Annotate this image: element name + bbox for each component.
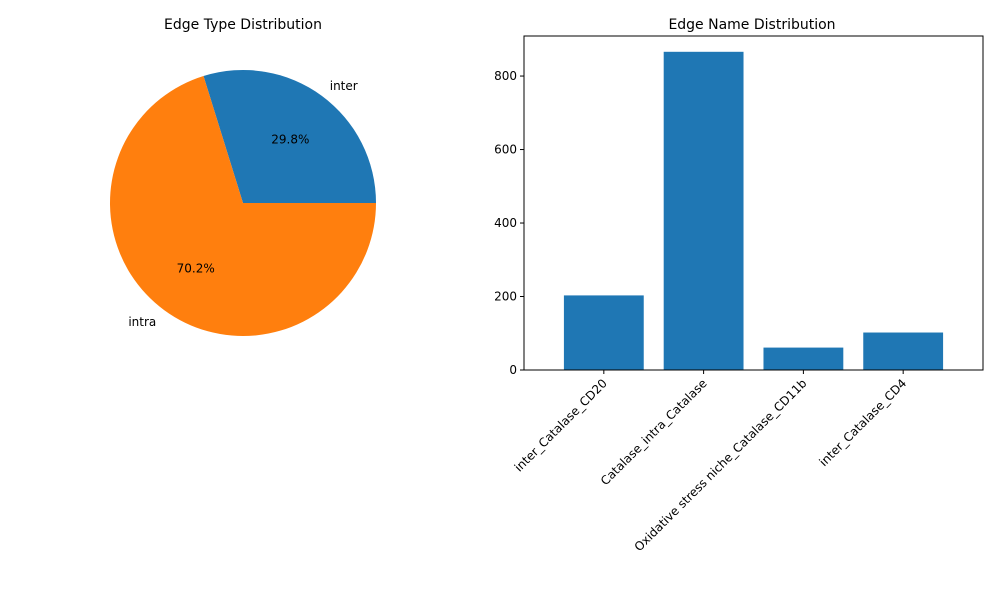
bar-chart: Edge Name Distribution 0 200 400 600 800 int…	[494, 17, 984, 554]
bar-chart-axes-frame	[523, 35, 984, 371]
pie-label-intra: intra	[128, 315, 156, 329]
y-tick-label: 0	[509, 363, 517, 377]
x-tick-label: Catalase_intra_Catalase	[598, 376, 710, 488]
y-tick-label: 800	[494, 69, 517, 83]
y-tick-label: 200	[494, 290, 517, 304]
pie-slice-intra	[110, 76, 376, 336]
x-tick-label: inter_Catalase_CD4	[816, 376, 909, 469]
pie-percent-intra: 70.2%	[177, 261, 215, 275]
x-tick-label: Oxidative stress niche_Catalase_CD11b	[632, 376, 810, 554]
bar-chart-title: Edge Name Distribution	[668, 17, 835, 33]
pie-percent-inter: 29.8%	[271, 133, 309, 147]
pie-chart: Edge Type Distribution inter 29.8% intra 70…	[110, 17, 376, 336]
y-tick-label: 600	[494, 143, 517, 157]
bar-1	[663, 51, 744, 371]
pie-slice-inter	[203, 69, 376, 203]
pie-label-inter: inter	[330, 79, 358, 93]
x-tick-label: inter_Catalase_CD20	[512, 376, 610, 474]
pie-chart-title: Edge Type Distribution	[164, 17, 322, 33]
bar-3	[863, 332, 944, 370]
bar-2	[763, 347, 844, 370]
y-tick-label: 400	[494, 216, 517, 230]
bar-0	[563, 295, 644, 370]
